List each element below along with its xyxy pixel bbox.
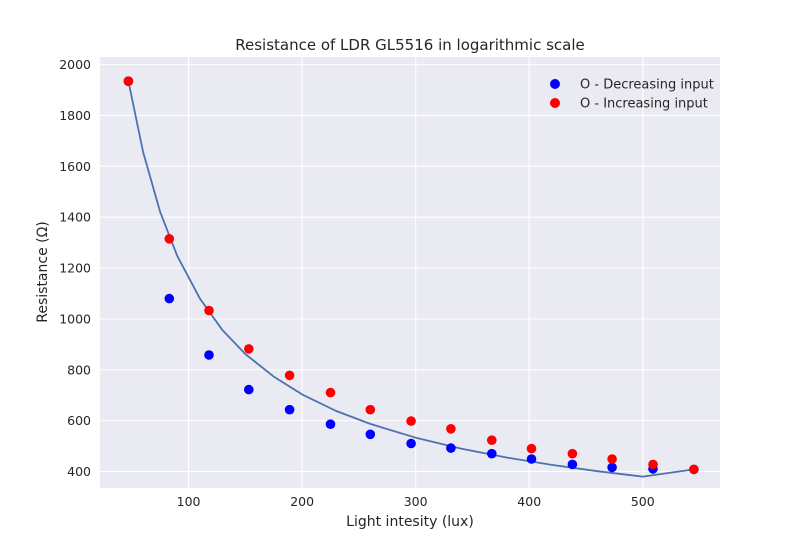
y-axis-label: Resistance (Ω)	[35, 221, 51, 323]
y-tick-label: 1600	[59, 159, 91, 174]
point-increasing	[284, 370, 295, 381]
point-increasing	[244, 344, 254, 354]
y-tick-label: 400	[67, 464, 91, 479]
point-decreasing	[567, 459, 578, 470]
x-tick-label: 400	[517, 494, 541, 509]
legend-label-decreasing: O - Decreasing input	[580, 78, 714, 93]
legend: O - Decreasing input O - Increasing inpu…	[550, 78, 714, 112]
point-increasing	[365, 404, 376, 415]
y-tick-label: 1200	[59, 261, 91, 276]
tick-labels: 100 200 300 400 500 400 600 800 1000 1200 1400 1600…	[59, 57, 655, 509]
point-decreasing	[204, 350, 214, 360]
fit-curve	[127, 81, 695, 478]
series-layer	[123, 76, 699, 478]
point-decreasing	[487, 448, 497, 459]
x-tick-label: 100	[177, 494, 201, 509]
y-tick-label: 1400	[59, 210, 91, 225]
point-increasing	[487, 435, 497, 446]
y-tick-label: 1000	[59, 311, 91, 326]
point-decreasing	[244, 384, 254, 395]
point-increasing	[164, 234, 175, 244]
plot-area	[100, 57, 720, 488]
x-tick-label: 200	[290, 494, 314, 509]
x-axis-label: Light intesity (lux)	[346, 514, 474, 530]
point-increasing	[406, 416, 416, 426]
point-increasing	[607, 454, 617, 464]
legend-marker-increasing	[550, 98, 560, 108]
point-increasing	[526, 443, 537, 454]
legend-label-increasing: O - Increasing input	[580, 97, 708, 112]
point-increasing	[446, 424, 456, 434]
y-tick-label: 800	[67, 362, 91, 377]
point-increasing	[567, 448, 578, 459]
point-decreasing	[526, 454, 537, 464]
y-tick-label: 2000	[59, 57, 91, 72]
x-tick-label: 300	[404, 494, 428, 509]
point-increasing	[123, 76, 134, 86]
point-decreasing	[446, 443, 456, 453]
point-decreasing	[406, 438, 416, 449]
chart-title: Resistance of LDR GL5516 in logarithmic …	[235, 36, 585, 54]
point-decreasing	[284, 404, 295, 415]
point-increasing	[689, 464, 699, 475]
point-decreasing	[365, 429, 376, 440]
point-increasing	[325, 387, 336, 398]
point-increasing	[204, 305, 214, 316]
legend-marker-decreasing	[550, 79, 560, 89]
point-decreasing	[607, 462, 617, 473]
x-tick-label: 500	[631, 494, 655, 509]
point-decreasing	[164, 293, 175, 304]
grid	[100, 57, 720, 488]
point-increasing	[648, 459, 658, 470]
y-tick-label: 600	[67, 413, 91, 428]
point-decreasing	[325, 419, 336, 430]
y-tick-label: 1800	[59, 108, 91, 123]
